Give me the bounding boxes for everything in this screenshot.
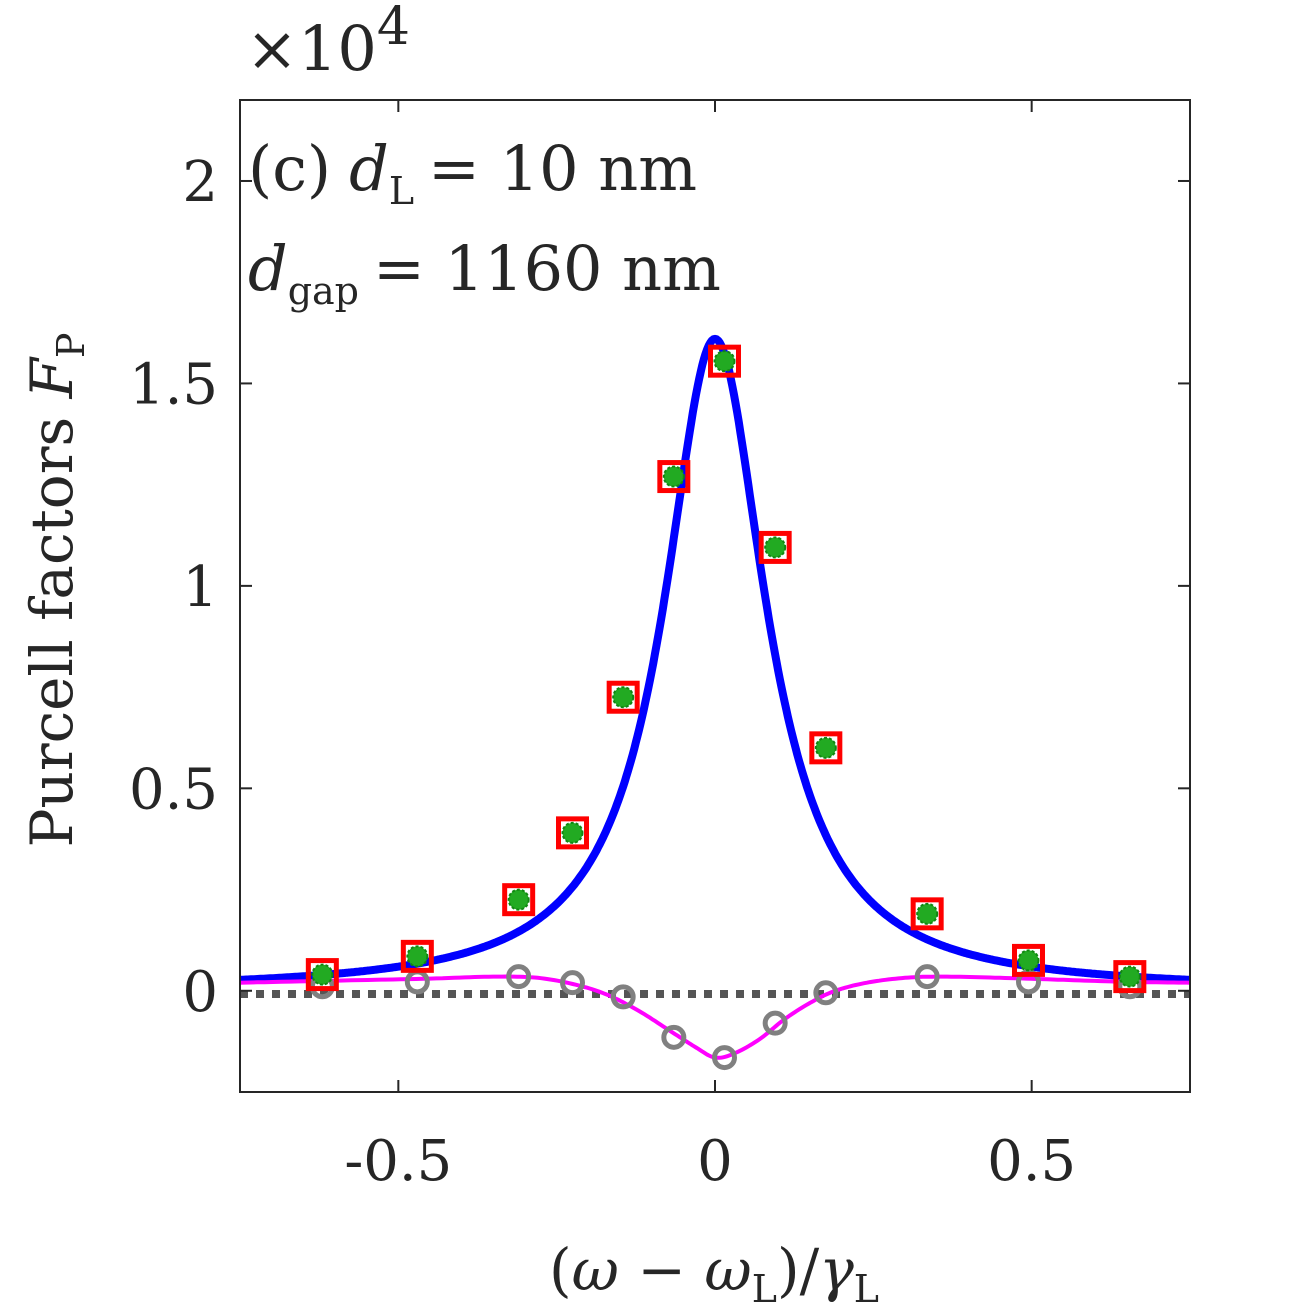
total-square-marker	[1113, 960, 1147, 994]
total-green-dot-marker	[764, 536, 787, 559]
interference-circle-marker	[712, 1045, 737, 1071]
interference-circle-marker	[610, 984, 636, 1010]
total-square-marker	[1012, 943, 1045, 977]
total-green-dot-marker	[916, 902, 939, 925]
total-square-marker	[502, 883, 536, 917]
total-green-dot-marker	[406, 945, 429, 968]
interference-circle-marker	[506, 964, 532, 990]
plot-area	[240, 334, 1190, 1071]
total-square-marker	[910, 897, 944, 931]
annotation-line-1: (c) dL = 10 nm	[248, 132, 697, 213]
y-tick-label: 1.5	[129, 352, 218, 417]
total-square-marker	[400, 939, 434, 973]
total-square-marker	[606, 680, 640, 714]
annotation-line-2: dgap = 1160 nm	[248, 232, 721, 313]
x-axis-label: (ω − ωL)/γL	[549, 1236, 879, 1311]
total-green-dot-marker	[1017, 949, 1040, 972]
y-exponent: ×104	[246, 0, 410, 85]
y-tick-label: 0.5	[129, 757, 218, 822]
interference-circle-marker	[560, 970, 585, 996]
total-green-dot-marker	[814, 736, 837, 759]
total-green-dot-marker	[561, 821, 584, 844]
total-square-marker	[758, 530, 792, 564]
y-tick-label: 0	[182, 960, 218, 1025]
ticks: -0.5 0 0.5 0 0.5 1 1.5 2	[129, 100, 1190, 1194]
interference-circle-marker	[762, 1010, 788, 1036]
interference-circle-marker	[661, 1024, 687, 1050]
total-green-dot-marker	[662, 465, 685, 488]
x-tick-label: 0.5	[987, 1129, 1076, 1194]
total-square-marker	[556, 816, 589, 850]
interference-circle-marker	[813, 980, 839, 1006]
total-square-marker	[708, 344, 741, 378]
x-tick-label: 0	[697, 1129, 733, 1194]
total-square-marker	[305, 958, 339, 992]
total-green-dot-marker	[713, 350, 736, 373]
total-green-dot-marker	[612, 686, 635, 709]
x-tick-label: -0.5	[344, 1129, 452, 1194]
interference-circle-marker	[1016, 969, 1041, 995]
total-green-dot-marker	[1118, 965, 1141, 988]
total-square-marker	[657, 460, 691, 494]
total-green-dot-marker	[507, 888, 530, 911]
total-square-marker	[809, 731, 843, 765]
y-tick-label: 1	[182, 555, 218, 620]
y-axis-label: Purcell factors FP	[18, 333, 93, 848]
interference-circle-marker	[914, 964, 940, 990]
y-tick-label: 2	[182, 150, 218, 215]
total-green-dot-marker	[311, 963, 334, 986]
